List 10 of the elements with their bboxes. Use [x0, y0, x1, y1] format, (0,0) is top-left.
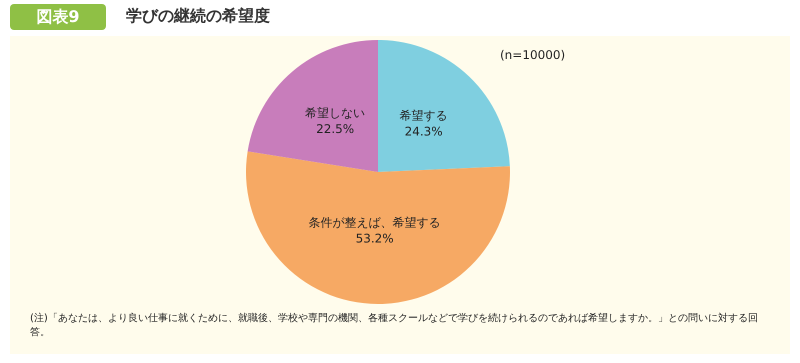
data-label: 24.3%: [404, 124, 443, 138]
text: (n=10000): [500, 48, 566, 62]
slice-label: 希望しない: [305, 106, 366, 120]
slice-label: 条件が整えば、希望する: [308, 215, 441, 230]
slice-label: 希望する: [400, 108, 448, 122]
text: (注)「あなたは、より良い仕事に就くために、就職後、学校や専門の機関、各種スクールなどで学びを続けられるのであれば希望しますか。」との問いに対する回答。: [30, 312, 759, 340]
text: 図表9: [10, 4, 106, 30]
data-label: 53.2%: [356, 231, 394, 246]
chart-title: 学びの継続の希望度: [126, 6, 270, 27]
data-label: 22.5%: [316, 122, 354, 136]
